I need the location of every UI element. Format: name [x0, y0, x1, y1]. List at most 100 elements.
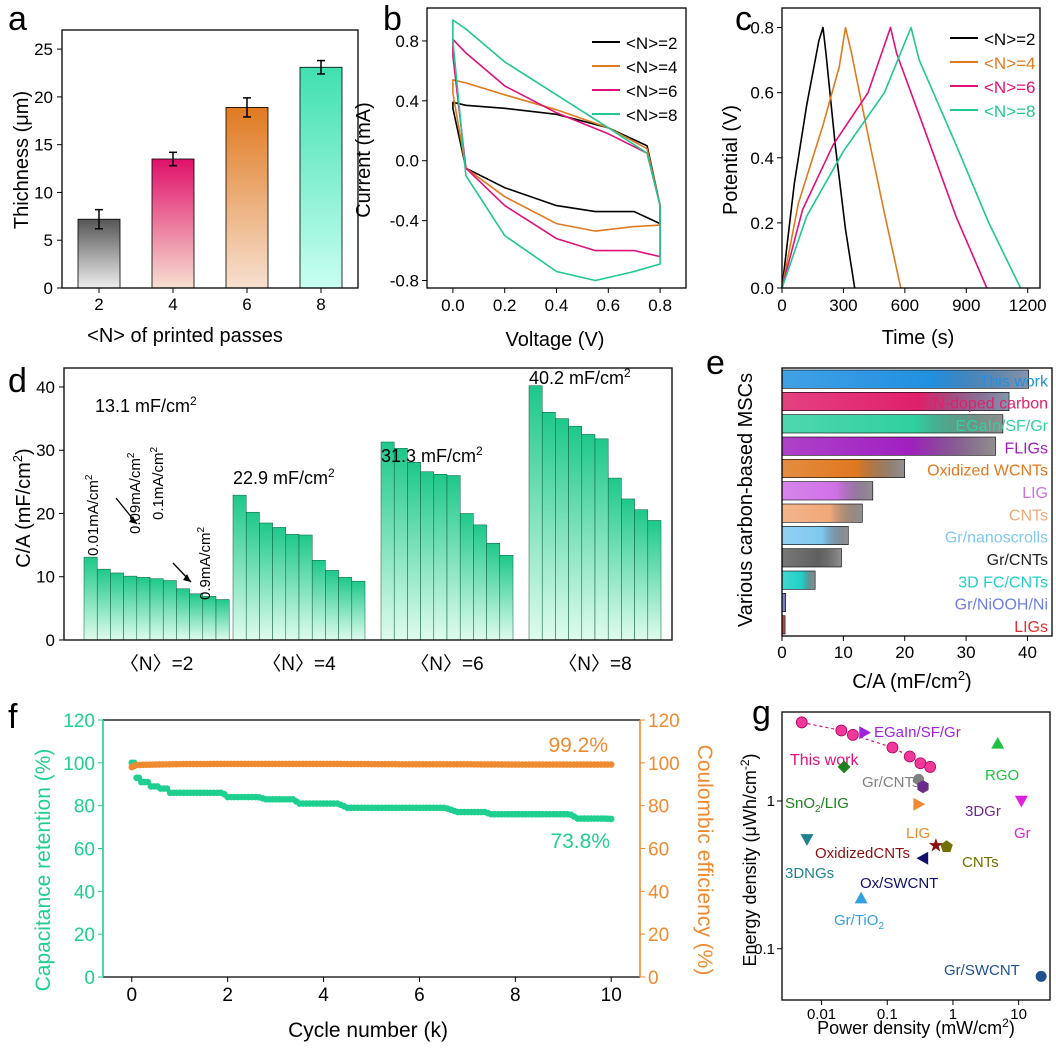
panel-e-bar	[781, 570, 816, 590]
panel-d-bar	[202, 596, 217, 641]
panel-d-bar	[232, 494, 247, 641]
panel-b-chart: <N>=2 <N>=4 <N>=6 <N>=8 0.0 0.2 0.4 0.6 0.8 -0.8 -…	[390, 7, 687, 315]
panel-a-ytick-label: 20	[34, 88, 53, 107]
panel-b-legend-label: <N>=6	[626, 82, 678, 101]
panel-f-y2tick-label: 0	[648, 968, 659, 989]
panel-b-ytick-label: 0.8	[395, 32, 419, 51]
panel-d-ytick-label: 10	[36, 568, 55, 587]
panel-d-bar	[607, 477, 622, 641]
panel-f-xtick-label: 2	[222, 985, 233, 1006]
panel-a-bar	[225, 107, 269, 289]
panel-f-xtick-label: 8	[510, 985, 521, 1006]
text-superscript: 2	[126, 452, 137, 458]
panel-f-annotation: 99.2%	[548, 734, 608, 757]
panel-d-ylabel-main: C/A (mF/cm	[13, 462, 35, 568]
panel-label-g: g	[752, 694, 771, 732]
panel-a-ylabel: Thichness (μm)	[11, 91, 33, 229]
panel-f-y2tick-label: 120	[648, 711, 680, 732]
panel-d-bar	[351, 580, 366, 641]
panel-d-ytick-label: 0	[46, 631, 55, 650]
text-part: 22.9 mF/cm	[233, 468, 328, 488]
panel-d-annotation: 22.9 mF/cm2	[233, 466, 335, 488]
panel-f-xlabel: Cycle number (k)	[288, 1019, 448, 1042]
panel-d-arrowhead	[129, 516, 137, 524]
panel-d-bar	[380, 441, 395, 641]
panel-d-bar	[176, 588, 190, 641]
panel-b-series-line	[452, 19, 661, 282]
panel-a-ytick-label: 0	[44, 279, 53, 298]
panel-e-xlabel-main: C/A (mF/cm	[852, 671, 958, 693]
panel-label-e: e	[706, 344, 725, 382]
panel-g-point-label: SnO2/LIG	[785, 795, 849, 815]
panel-d-bar	[581, 434, 596, 641]
text-part: 0.1mA/cm	[150, 452, 167, 520]
panel-d-bar	[647, 520, 662, 641]
panel-f-y2tick-label: 40	[648, 882, 669, 903]
panel-d-bar	[499, 554, 514, 641]
panel-d-bar	[123, 575, 138, 641]
text-part: /LIG	[821, 795, 849, 812]
panel-g-ylabel-main: Energy density (μWh/cm	[740, 770, 760, 966]
panel-e-xlabel: C/A (mF/cm2)	[852, 668, 971, 693]
panel-g-ylabel-end: )	[740, 753, 760, 759]
panel-c-ylabel: Potential (V)	[720, 105, 742, 215]
panel-c-xtick-label: 300	[829, 296, 857, 315]
panel-f-ytick-label: 120	[63, 711, 95, 732]
text-part: 13.1 mF/cm	[95, 396, 190, 416]
panel-c-legend-label: <N>=4	[984, 54, 1036, 73]
panel-d-bar	[215, 599, 230, 641]
panel-b-legend-label: <N>=2	[626, 34, 678, 53]
panel-f-y2tick-label: 20	[648, 925, 669, 946]
panel-f-ytick-label: 0	[84, 968, 95, 989]
panel-a-chart: 2 4 6 8 0 5 10 15 20 25	[34, 29, 359, 314]
panel-f-ytick-label: 100	[63, 754, 95, 775]
panel-a-xlabel: <N> of printed passes	[87, 325, 283, 347]
panel-c-xtick-label: 600	[891, 296, 919, 315]
panel-f-xtick-label: 4	[318, 985, 329, 1006]
panel-g-thiswork-point	[903, 750, 916, 763]
panel-a-bar	[151, 158, 195, 289]
panel-label-a: a	[8, 0, 27, 38]
panel-d-bar	[446, 475, 461, 641]
panel-a-ytick-label: 15	[34, 136, 53, 155]
panel-c-frame	[781, 7, 1041, 289]
panel-g-ylabel-sup: -2	[738, 759, 752, 770]
text-superscript: 2	[328, 466, 335, 480]
text-part: 0.9mA/cm	[197, 532, 214, 600]
panel-g-thiswork-point	[924, 761, 937, 773]
panel-g-xlabel-main: Power density (mW/cm	[817, 1018, 1002, 1038]
panel-b-xtick-label: 0.6	[596, 296, 620, 315]
panel-g-point	[913, 797, 926, 811]
panel-e-category-label: Gr/NiOOH/Ni	[955, 597, 1048, 614]
panel-c-ytick-label: 0.2	[750, 214, 774, 233]
panel-a-ytick-label: 5	[44, 231, 53, 250]
panel-e-xtick-label: 10	[834, 643, 853, 662]
panel-d-ytick-label: 20	[36, 504, 55, 523]
panel-d-bar	[162, 580, 177, 641]
panel-f-ylabel: Capacitance retention (%)	[32, 749, 55, 992]
panel-g-thiswork-point	[847, 728, 859, 741]
panel-d-arrowhead	[183, 574, 191, 582]
panel-d-bar	[285, 534, 300, 641]
panel-d-bar	[528, 385, 543, 641]
panel-f-y2tick-label: 80	[648, 797, 669, 818]
panel-a-xtick-label: 4	[168, 295, 177, 314]
text-superscript: 2	[624, 366, 631, 380]
panel-c-legend-label: <N>=2	[984, 30, 1036, 49]
panel-a-xtick-label: 8	[316, 295, 325, 314]
panel-g-xlabel: Power density (mW/cm2)	[817, 1016, 1015, 1038]
panel-g-point-label: 3DGr	[965, 803, 1001, 820]
panel-g-point-label: 3DNGs	[785, 865, 834, 882]
panel-f-xtick-label: 6	[414, 985, 425, 1006]
panel-g-point	[837, 760, 851, 774]
panel-d-bar	[325, 570, 339, 641]
panel-d-bar	[83, 556, 98, 641]
panel-label-b: b	[383, 0, 402, 38]
text-part: 40.2 mF/cm	[529, 368, 624, 388]
panel-b-ytick-label: 0.0	[395, 152, 419, 171]
panel-e-bar	[781, 436, 996, 456]
text-part: 31.3 mF/cm	[381, 446, 476, 466]
panel-d-bar	[473, 524, 487, 641]
